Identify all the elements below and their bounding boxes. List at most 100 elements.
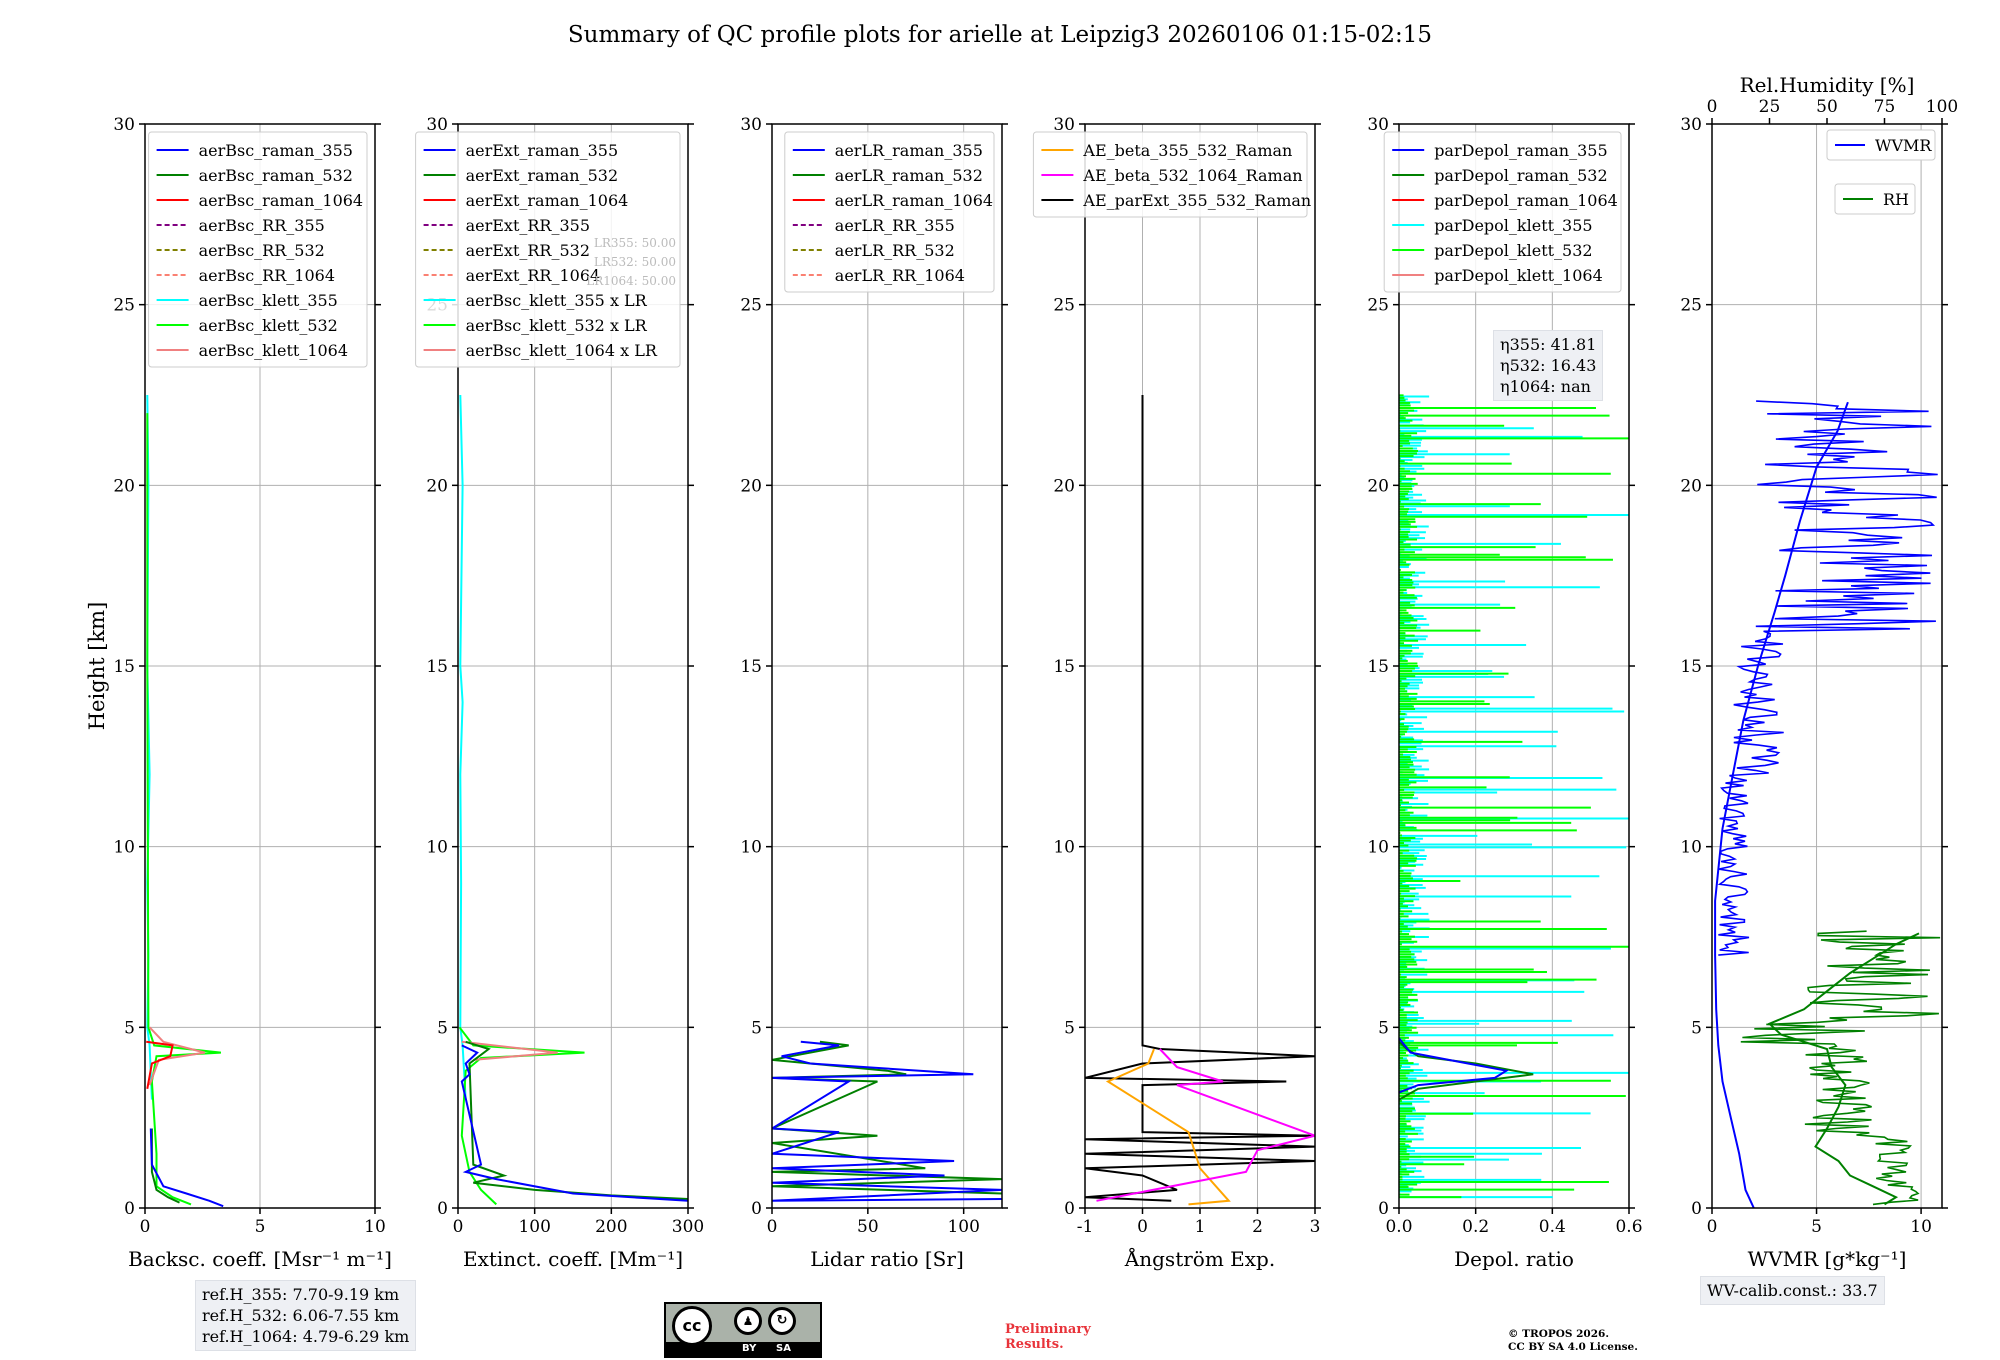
legend-entry: aerExt_raman_1064 [466,191,629,210]
x-tick-label: 50 [857,1217,879,1237]
panel-lidar_ratio: 0 5 10 15 20 25 30 0 50 100 Lidar ratio [Sr] aerLR_… [740,115,1008,1271]
series-aerbsc-raman-1064 [146,1040,174,1089]
x-tick-label: 0.6 [1615,1217,1642,1237]
series-aerlr-raman-532 [772,1040,1002,1195]
eta-355: η355: 41.81 [1500,335,1597,354]
x-tick-label: 200 [595,1217,627,1237]
legend-box [784,131,995,293]
cc-badge-bar [666,1342,820,1356]
series-aerext-raman-355 [460,1044,688,1202]
legend-entry: aerLR_RR_532 [835,241,955,260]
y-tick-label: 0 [437,1199,448,1219]
y-tick-label: 20 [1680,476,1702,496]
series-aerbsc-klett-355-x-lr [459,394,467,1100]
series-ae-parext-355-532-raman [1085,395,1315,1202]
x-tick-label: 5 [255,1217,266,1237]
plot-area-backscatter [146,394,224,1208]
y-tick-label: 20 [426,476,448,496]
plot-area-angstrom [1085,395,1315,1206]
panel-backscatter: 0 5 10 15 20 25 30 0 5 10 Backsc. coeff. [Msr⁻¹ m⁻… [113,115,392,1271]
by-person-icon: ♟ [734,1307,762,1335]
legend-entry: aerBsc_raman_532 [199,166,353,185]
legend-entry: AE_parExt_355_532_Raman [1082,191,1311,210]
lidar-ratio-note: LR1064: 50.00 [586,274,676,288]
legend-entry: AE_beta_355_532_Raman [1082,141,1292,160]
y-tick-label: 30 [113,115,135,135]
legend-entry: aerBsc_klett_1064 x LR [466,341,658,360]
y-tick-label: 10 [1367,838,1389,858]
x-tick-label: 0.0 [1385,1217,1412,1237]
x-tick-label: 100 [947,1217,979,1237]
y-tick-label: 15 [1680,657,1702,677]
x-tick-label: 3 [1310,1217,1321,1237]
legend-entry: aerExt_raman_355 [466,141,619,160]
preliminary-line-1: Preliminary [1005,1322,1091,1337]
ref-height-1064: ref.H_1064: 4.79-6.29 km [202,1327,410,1346]
top-x-tick-label: 100 [1926,97,1958,117]
legend-entry: parDepol_raman_355 [1434,141,1607,160]
y-tick-label: 15 [1053,657,1075,677]
top-x-tick-label: 50 [1816,97,1838,117]
series-ae-beta-532-1064-raman [1096,1048,1315,1202]
y-tick-label: 25 [740,296,762,316]
y-tick-label: 20 [1053,476,1075,496]
legend-entry: aerLR_raman_1064 [835,191,993,210]
lidar-ratio-note: LR355: 50.00 [594,236,676,250]
ref-height-532: ref.H_532: 6.06-7.55 km [202,1306,400,1325]
wv-calib-box: WV-calib.const.: 33.7 [1700,1276,1885,1305]
x-axis-label: Backsc. coeff. [Msr⁻¹ m⁻¹] [128,1247,392,1271]
wv-calib-constant: WV-calib.const.: 33.7 [1707,1281,1878,1300]
legend-entry: parDepol_raman_1064 [1434,191,1618,210]
x-tick-label: -1 [1077,1217,1094,1237]
y-tick-label: 20 [113,476,135,496]
sa-label: SA [776,1343,791,1354]
series-aerlr-raman-355 [772,1040,1002,1202]
x-tick-label: 0 [1707,1217,1718,1237]
x-tick-label: 0 [1137,1217,1148,1237]
y-tick-label: 15 [426,657,448,677]
ref-height-355: ref.H_355: 7.70-9.19 km [202,1285,400,1304]
reference-height-box: ref.H_355: 7.70-9.19 km ref.H_532: 6.06-… [195,1280,417,1351]
y-tick-label: 10 [1680,838,1702,858]
y-tick-label: 5 [1064,1018,1075,1038]
series-wvmr [1714,401,1849,1208]
legend-box [1032,131,1308,218]
y-tick-label: 30 [426,115,448,135]
y-tick-label: 30 [1367,115,1389,135]
x-tick-label: 300 [672,1217,704,1237]
y-tick-label: 5 [1691,1018,1702,1038]
plot-area-extinction [458,394,688,1206]
legend-entry: aerBsc_klett_532 [199,316,338,335]
y-tick-label: 10 [113,838,135,858]
preliminary-line-2: Results. [1005,1337,1064,1352]
legend-entry: parDepol_klett_1064 [1434,266,1603,285]
y-tick-label: 25 [113,296,135,316]
legend-entry: aerExt_RR_1064 [466,266,601,285]
x-tick-label: 0 [767,1217,778,1237]
legend-box [415,131,681,368]
legend-entry: aerBsc_klett_1064 [199,341,348,360]
legend-entry: aerLR_RR_355 [835,216,955,235]
legend-entry: WVMR [1875,136,1932,155]
top-x-axis-label: Rel.Humidity [%] [1740,73,1915,97]
series-rh [1767,932,1920,1206]
wvmr-noisy-profile [1717,400,1938,956]
y-tick-label: 15 [740,657,762,677]
y-tick-label: 0 [124,1199,135,1219]
x-tick-label: 0.4 [1539,1217,1566,1237]
y-tick-label: 0 [1378,1199,1389,1219]
legend-entry: aerLR_raman_532 [835,166,983,185]
legend-entry: parDepol_raman_532 [1434,166,1607,185]
y-tick-label: 5 [437,1018,448,1038]
y-tick-label: 0 [751,1199,762,1219]
legend-entry: parDepol_klett_355 [1434,216,1592,235]
legend-entry: aerBsc_klett_532 x LR [466,316,648,335]
y-tick-label: 10 [740,838,762,858]
preliminary-note: Preliminary Results. [1005,1322,1091,1352]
x-tick-label: 0 [140,1217,151,1237]
series-aerbsc-klett-532 [146,413,222,1206]
y-tick-label: 20 [740,476,762,496]
x-tick-label: 5 [1811,1217,1822,1237]
legend-box [1383,131,1622,293]
